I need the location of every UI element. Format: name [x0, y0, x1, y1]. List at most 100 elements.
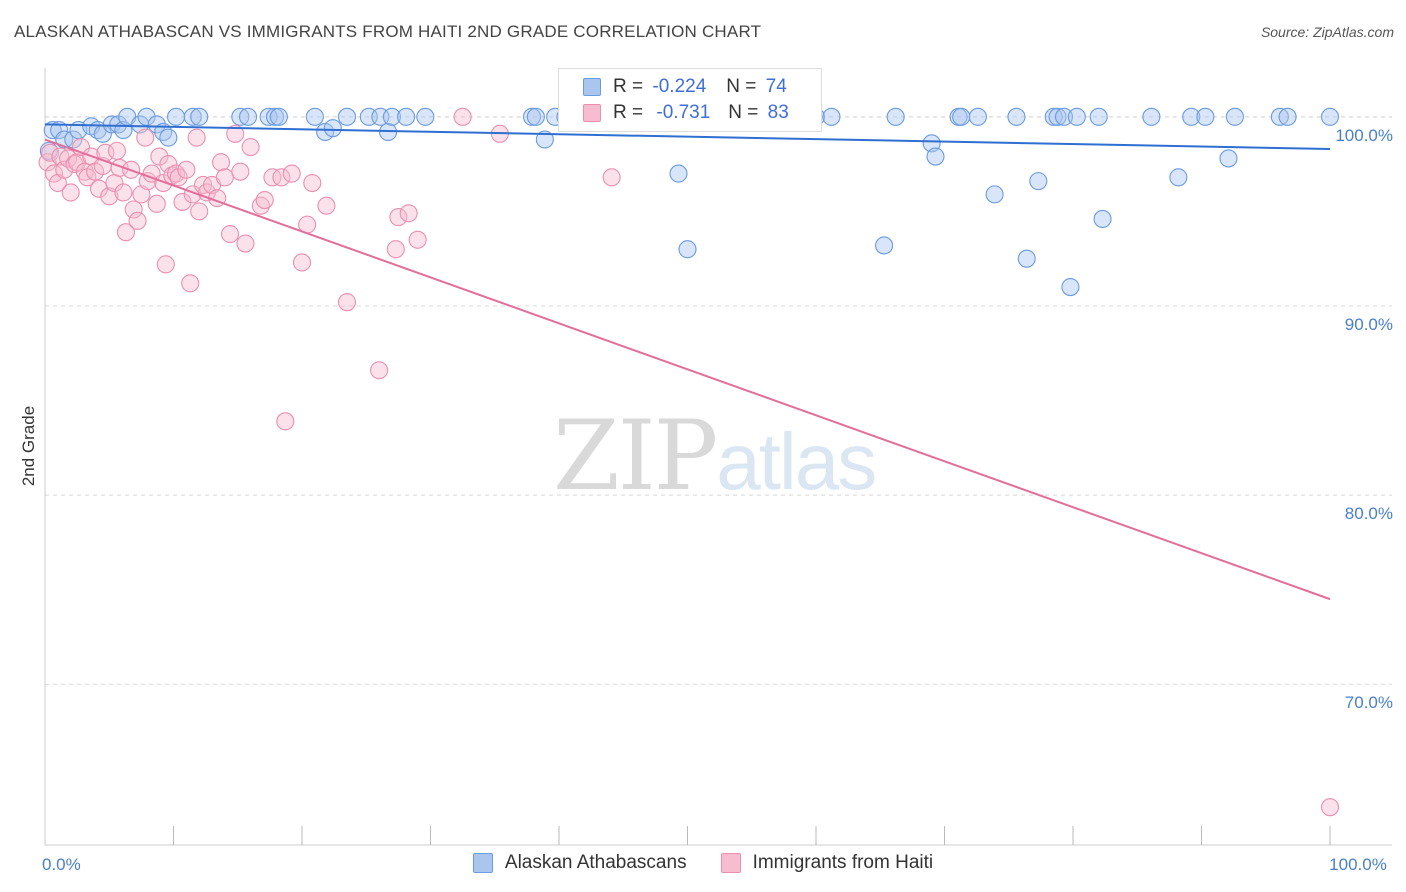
point-alaskan [875, 236, 894, 255]
point-alaskan [1048, 107, 1067, 126]
point-haiti [107, 141, 127, 160]
point-alaskan [1219, 149, 1238, 168]
legend-row-alaskan: R = -0.224 N = 74 [583, 76, 787, 98]
point-haiti [303, 173, 322, 193]
point-alaskan [1320, 107, 1340, 126]
point-alaskan [526, 107, 545, 126]
point-alaskan [238, 107, 258, 126]
axes [44, 68, 1392, 846]
point-haiti [215, 168, 234, 187]
point-alaskan [147, 115, 166, 134]
point-haiti [65, 155, 84, 174]
point-haiti [159, 155, 178, 174]
point-haiti [116, 223, 136, 242]
point-alaskan [1029, 172, 1048, 191]
point-alaskan [382, 107, 402, 126]
point-alaskan [1182, 107, 1201, 126]
point-haiti [124, 200, 143, 219]
watermark-atlas: atlas [716, 417, 877, 506]
point-haiti [156, 255, 175, 274]
point-alaskan [952, 107, 971, 126]
point-haiti [136, 128, 155, 147]
point-alaskan [1270, 107, 1289, 126]
legend-n-value: 83 [767, 102, 789, 123]
point-alaskan [522, 107, 542, 126]
y-axis-label: 2nd Grade [19, 406, 38, 486]
y-tick-label: 90.0% [1345, 315, 1393, 334]
y-tick-label: 80.0% [1345, 504, 1393, 523]
point-alaskan [231, 107, 250, 126]
point-haiti [236, 234, 255, 253]
point-alaskan [1225, 107, 1244, 126]
chart-title: ALASKAN ATHABASCAN VS IMMIGRANTS FROM HA… [14, 22, 762, 41]
point-haiti [169, 168, 188, 187]
point-alaskan [1007, 107, 1026, 126]
gridlines [45, 116, 1392, 685]
series-alaskan-athabascans [39, 107, 1340, 297]
point-haiti [41, 143, 60, 162]
series-legend: Alaskan Athabascans Immigrants from Hait… [0, 852, 1406, 874]
point-haiti [317, 196, 336, 215]
point-alaskan [1169, 168, 1188, 187]
point-alaskan [265, 107, 285, 126]
point-haiti [255, 190, 274, 210]
point-alaskan [102, 115, 121, 134]
point-alaskan [159, 128, 178, 147]
point-alaskan [167, 107, 186, 126]
point-haiti [147, 194, 166, 213]
y-tick-label: 70.0% [1345, 693, 1393, 712]
point-alaskan [669, 164, 688, 183]
point-alaskan [1142, 107, 1161, 126]
point-haiti [211, 153, 231, 172]
legend-swatch-blue [583, 78, 601, 96]
point-alaskan [323, 119, 342, 138]
point-haiti [187, 128, 206, 147]
point-alaskan [1061, 277, 1080, 297]
point-alaskan [1017, 249, 1036, 268]
point-alaskan [1278, 107, 1297, 126]
point-alaskan [337, 107, 357, 126]
point-haiti [241, 138, 260, 157]
trend-line-haiti [44, 138, 1331, 601]
legend-n-label: N = [726, 76, 757, 97]
trend-lines [44, 123, 1331, 601]
point-alaskan [1054, 107, 1074, 126]
y-tick-label: 100.0% [1335, 126, 1393, 145]
point-haiti [61, 183, 80, 202]
point-haiti [272, 168, 291, 187]
point-haiti [128, 211, 147, 230]
point-alaskan [926, 147, 945, 166]
point-haiti [399, 204, 418, 223]
point-alaskan [1093, 209, 1112, 229]
point-haiti [231, 162, 250, 181]
point-haiti [177, 160, 196, 179]
point-alaskan [1089, 107, 1108, 126]
point-alaskan [259, 107, 278, 126]
point-alaskan [1067, 107, 1086, 126]
watermark-zip: ZIP [553, 400, 718, 512]
point-alaskan [968, 107, 987, 126]
point-alaskan [183, 107, 202, 126]
point-haiti [602, 168, 621, 187]
point-haiti [386, 240, 405, 259]
trend-line-alaskan [44, 123, 1331, 150]
legend-label: Alaskan Athabascans [504, 852, 687, 873]
legend-item-haiti[interactable]: Immigrants from Haiti [720, 852, 933, 874]
legend-item-alaskan[interactable]: Alaskan Athabascans [472, 852, 687, 874]
x-tick-label: 0.0% [42, 855, 81, 874]
point-haiti [220, 225, 240, 244]
legend-r-value: -0.731 [656, 102, 711, 123]
correlation-legend: R = -0.224 N = 74 R = -0.731 N = 83 [558, 68, 822, 132]
x-tick-label: 100.0% [1329, 855, 1387, 874]
point-alaskan [985, 185, 1004, 204]
point-haiti [276, 412, 295, 431]
point-haiti [389, 208, 408, 227]
point-haiti [114, 183, 133, 202]
point-alaskan [822, 107, 841, 126]
point-alaskan [397, 107, 416, 126]
point-alaskan [137, 107, 156, 126]
series-immigrants-from-haiti [38, 107, 1340, 817]
point-alaskan [269, 107, 288, 126]
point-haiti [44, 164, 64, 183]
